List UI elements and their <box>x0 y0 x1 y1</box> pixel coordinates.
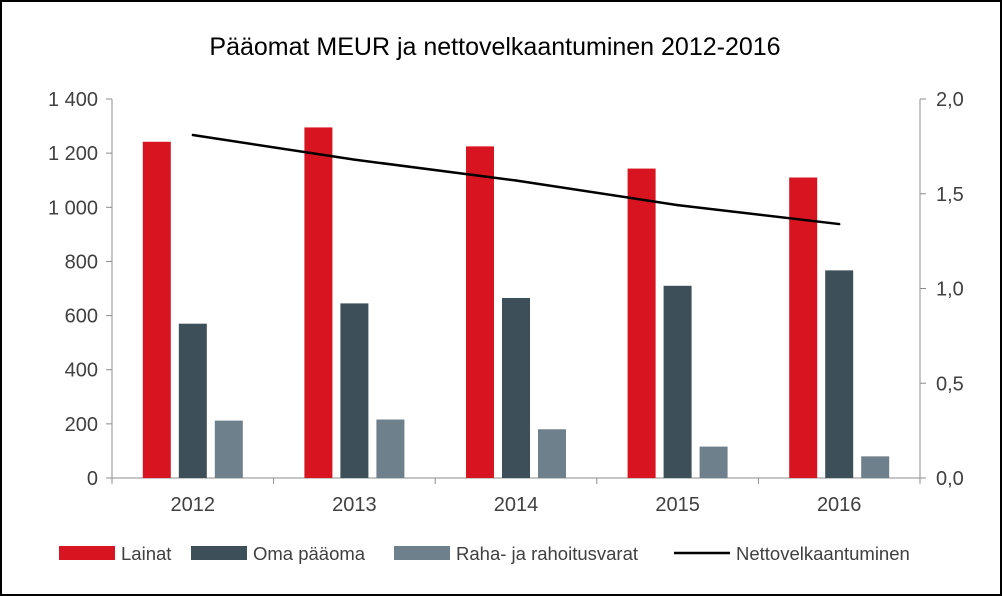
right-axis-tick-label: 1,5 <box>936 184 964 206</box>
bar-oma-p-oma-2015 <box>663 285 692 478</box>
legend-label-lainat: Lainat <box>121 543 171 564</box>
bar-lainat-2016 <box>789 177 818 478</box>
left-axis-tick-label: 400 <box>65 360 98 382</box>
bar-raha-ja-rahoitusvarat-2015 <box>699 446 728 478</box>
x-axis-label-2016: 2016 <box>817 494 862 516</box>
left-axis-tick-label: 600 <box>65 306 98 328</box>
chart-legend: Lainat Oma pääoma Raha- ja rahoitusvarat Ne… <box>59 543 910 564</box>
right-axis-tick-label: 0,5 <box>936 373 964 395</box>
x-axis-label-2014: 2014 <box>494 494 539 516</box>
legend-swatch-raha-ja-rahoitusvarat <box>394 546 450 560</box>
bar-oma-p-oma-2014 <box>502 297 530 478</box>
left-axis-tick-label: 1 000 <box>48 197 98 219</box>
bar-raha-ja-rahoitusvarat-2012 <box>214 420 243 478</box>
x-axis-label-2015: 2015 <box>655 494 700 516</box>
bar-raha-ja-rahoitusvarat-2016 <box>861 456 890 478</box>
left-axis-tick-label: 1 400 <box>48 89 98 111</box>
bar-lainat-2012 <box>142 141 171 478</box>
line-point-2016 <box>838 222 841 226</box>
left-axis-tick-label: 0 <box>87 468 98 490</box>
legend-label-raha-ja-rahoitusvarat: Raha- ja rahoitusvarat <box>456 543 638 564</box>
legend-swatch-lainat <box>59 546 115 560</box>
chart-lines <box>191 133 841 226</box>
legend-label-nettovelkaantuminen: Nettovelkaantuminen <box>736 543 910 564</box>
right-axis-tick-label: 1,0 <box>936 279 964 301</box>
bar-lainat-2015 <box>627 168 656 478</box>
chart-title: Pääomat MEUR ja nettovelkaantuminen 2012… <box>209 33 780 61</box>
bar-raha-ja-rahoitusvarat-2013 <box>376 419 405 478</box>
x-axis-label-2012: 2012 <box>171 494 216 516</box>
x-axis-label-2013: 2013 <box>332 494 377 516</box>
bar-lainat-2013 <box>304 127 333 479</box>
left-axis-tick-label: 1 200 <box>48 143 98 165</box>
line-point-2014 <box>514 179 518 182</box>
left-axis-tick-label: 200 <box>65 414 98 436</box>
left-axis-tick-label: 800 <box>65 251 98 273</box>
bar-oma-p-oma-2016 <box>825 270 854 478</box>
line-point-2013 <box>353 158 356 161</box>
bar-raha-ja-rahoitusvarat-2014 <box>538 429 566 478</box>
line-point-2015 <box>676 203 679 207</box>
bar-oma-p-oma-2013 <box>340 303 369 478</box>
chart-bars <box>142 127 890 479</box>
x-axis-labels: 2012 2013 2014 2015 2016 <box>171 494 862 516</box>
right-axis-tick-label: 0,0 <box>936 468 964 490</box>
line-point-2012 <box>191 133 194 137</box>
chart-axes: 0 200 400 600 800 1 000 1 200 1 400 0,0 0,5 1,0 1,5… <box>48 89 964 490</box>
bar-oma-p-oma-2012 <box>178 323 207 478</box>
legend-swatch-oma-p-oma <box>191 546 247 560</box>
legend-label-oma-p-oma: Oma pääoma <box>253 543 366 564</box>
right-axis-tick-label: 2,0 <box>936 89 964 111</box>
bar-lainat-2014 <box>466 146 494 478</box>
